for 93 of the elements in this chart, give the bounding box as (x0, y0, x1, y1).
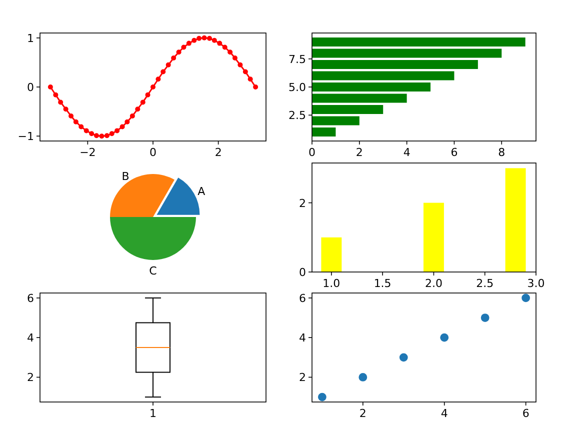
y-tick-label: 7.5 (288, 52, 306, 66)
x-tick-label: 2.5 (476, 277, 494, 290)
point (358, 373, 368, 382)
point (207, 36, 212, 41)
y-tick-label: −1 (18, 130, 34, 144)
bar (312, 60, 478, 69)
point (94, 133, 99, 138)
y-tick-label: 6 (27, 292, 34, 305)
x-tick-label: 2 (214, 146, 222, 159)
y-tick-label: 4 (27, 332, 34, 345)
x-tick-label: 4 (403, 146, 410, 159)
y-tick-label: 2 (299, 371, 306, 384)
point (135, 106, 140, 112)
x-tick-label: 1.5 (374, 277, 392, 290)
bar (312, 48, 502, 58)
slice-label: A (198, 185, 206, 198)
x-tick-label: 0 (308, 146, 316, 159)
point (130, 113, 135, 118)
point (181, 44, 186, 50)
y-tick-label: 2 (299, 196, 306, 210)
bar (423, 202, 444, 272)
x-tick-label: 6 (450, 146, 458, 159)
point (78, 124, 84, 130)
point (192, 38, 197, 43)
x-tick-label: 1.0 (322, 277, 340, 290)
x-tick-label: 2 (356, 146, 363, 159)
point (242, 69, 248, 74)
point (63, 106, 68, 112)
point (166, 62, 171, 68)
bar (312, 116, 360, 126)
point (480, 314, 490, 322)
point (156, 76, 161, 82)
point (186, 40, 192, 46)
point (440, 333, 449, 342)
bar (312, 71, 454, 80)
point (99, 134, 104, 139)
point (73, 119, 78, 124)
x-tick-label: 3.0 (527, 277, 545, 290)
point (238, 62, 243, 68)
point (253, 84, 258, 90)
bar (312, 82, 431, 92)
point (84, 128, 89, 134)
bar (321, 237, 342, 272)
point (114, 128, 120, 134)
point (140, 100, 146, 105)
bar (312, 105, 384, 114)
point (68, 113, 74, 118)
y-tick-label: 0 (299, 266, 306, 279)
x-tick-label: 1 (150, 407, 156, 420)
bar (312, 38, 526, 46)
point (53, 92, 58, 98)
point (48, 84, 53, 90)
point (160, 69, 166, 74)
x-tick-label: 2.0 (424, 277, 442, 290)
point (109, 131, 114, 136)
point (171, 56, 176, 61)
point (522, 294, 530, 302)
y-tick-label: 5.0 (288, 81, 306, 94)
y-tick-label: 2 (27, 371, 34, 384)
x-tick-label: 8 (498, 146, 506, 159)
point (232, 56, 238, 61)
y-tick-label: 2.5 (288, 109, 306, 122)
slice-label: C (149, 264, 158, 278)
point (89, 131, 94, 136)
y-tick-label: 1 (27, 32, 34, 45)
bar (312, 94, 407, 103)
point (120, 124, 125, 130)
point (150, 84, 156, 90)
point (228, 50, 233, 55)
point (399, 353, 408, 362)
y-tick-label: 4 (299, 332, 306, 345)
x-tick-label: 0 (150, 146, 156, 159)
bar (312, 128, 336, 136)
point (222, 44, 228, 50)
point (217, 40, 222, 46)
point (104, 133, 110, 138)
x-tick-label: −2 (80, 146, 96, 159)
point (318, 392, 326, 402)
point (248, 76, 253, 82)
point (196, 36, 202, 41)
y-tick-label: 0 (27, 81, 34, 94)
x-tick-label: 2 (359, 407, 366, 420)
point (202, 35, 207, 40)
x-tick-label: 6 (522, 407, 530, 420)
slice-label: B (122, 170, 130, 184)
bar (505, 168, 526, 272)
point (212, 38, 217, 43)
x-tick-label: 4 (440, 407, 448, 420)
y-tick-label: 6 (299, 292, 306, 305)
point (124, 119, 130, 124)
point (58, 100, 64, 105)
point (145, 92, 150, 98)
point (176, 50, 182, 55)
